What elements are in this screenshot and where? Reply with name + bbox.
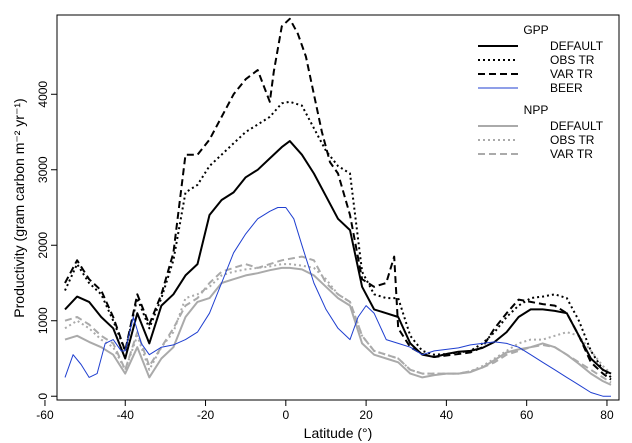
y-tick-label: 4000 [36,81,50,108]
legend-entry-label: DEFAULT [550,119,604,133]
x-tick-label: 60 [520,408,534,422]
x-tick-label: 20 [359,408,373,422]
legend-group-title: GPP [523,23,548,37]
y-axis: 0 1000 2000 3000 4000 [36,81,57,400]
x-tick-label: -40 [117,408,135,422]
series-line-gpp-default [64,140,612,375]
series-layer [64,17,612,397]
series-line-gpp-obs-tr [64,100,612,379]
legend-entry-label: VAR TR [550,147,593,161]
series-line-gpp-beer [64,207,611,397]
y-axis-label: Productivity (gram carbon m⁻² yr⁻¹) [11,98,27,317]
x-axis-label: Latitude (°) [304,425,373,441]
legend-entry-label: OBS TR [550,133,595,147]
x-tick-label: 80 [600,408,614,422]
x-tick-label: -60 [36,408,54,422]
y-tick-label: 2000 [36,232,50,259]
legend-entry-label: OBS TR [550,53,595,67]
y-tick-label: 1000 [36,307,50,334]
x-axis: -60 -40 -20 0 20 40 60 80 [36,400,614,422]
series-line-npp-default [64,266,612,386]
legend-entry-label: VAR TR [550,67,593,81]
legend-entry-label: DEFAULT [550,39,604,53]
y-tick-label: 0 [36,393,50,400]
y-tick-label: 3000 [36,156,50,183]
legend-entry-label: BEER [550,81,583,95]
x-tick-label: -20 [197,408,215,422]
plot-frame [56,14,620,401]
x-tick-label: 0 [282,408,289,422]
x-tick-label: 40 [440,408,454,422]
legend-group-title: NPP [524,103,549,117]
series-line-gpp-var-tr [64,17,612,381]
